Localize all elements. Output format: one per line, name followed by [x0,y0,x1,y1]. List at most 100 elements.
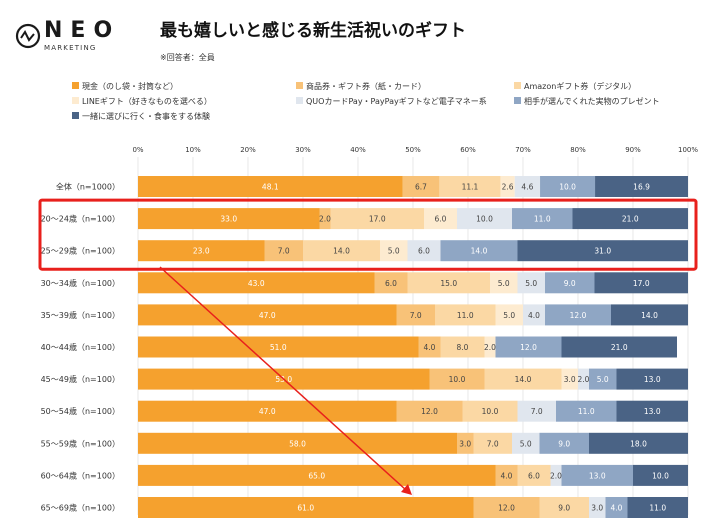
bar-segment [512,208,573,230]
data-label: 65.0 [308,471,325,480]
bar-segment [517,240,688,262]
legend-swatch [296,97,303,104]
data-label: 9.0 [558,504,570,513]
data-label: 10.0 [482,407,499,416]
data-label: 16.9 [633,183,650,192]
bar-segment [440,240,518,262]
bar-segment [545,272,595,294]
bar-segment [514,176,541,197]
data-label: 10.0 [449,375,466,384]
legend-label: 商品券・ギフト券（紙・カード） [306,81,426,91]
data-label: 2.0 [484,343,496,352]
data-label: 8.0 [457,343,469,352]
bar-segment [424,208,457,230]
data-label: 4.0 [528,311,540,320]
bar-segment [462,400,518,422]
data-label: 10.0 [559,183,576,192]
legend-swatch [514,82,521,89]
bar-segment [138,208,320,230]
x-tick-label: 40% [350,146,366,154]
legend-swatch [72,82,79,89]
data-label: 11.0 [457,311,474,320]
legend-swatch [296,82,303,89]
data-label: 47.0 [259,311,276,320]
bar-segment [138,272,375,294]
bar-segment [578,368,589,390]
category-label: 55～59歳（n=100） [41,438,120,448]
data-label: 11.1 [462,183,479,192]
data-label: 5.0 [388,247,400,256]
legend-label: 現金（のし袋・封筒など） [82,81,178,91]
data-label: 7.0 [531,407,543,416]
data-label: 13.0 [644,375,661,384]
bar-segment [561,368,578,390]
bar-segment [495,304,523,326]
bar-segment [484,368,562,390]
logo-wave-icon [20,30,35,42]
bar-segment [407,272,490,294]
data-label: 6.0 [418,247,430,256]
bar-segment [517,464,551,486]
data-label: 5.0 [597,375,609,384]
data-label: 3.0 [564,375,576,384]
data-label: 21.0 [622,215,639,224]
bar-segment [495,464,518,486]
bar-segment [561,464,633,486]
bar-segment [484,336,496,358]
bar-segment [439,176,501,197]
data-label: 58.0 [289,439,306,448]
x-tick-label: 90% [625,146,641,154]
legend-swatch [514,97,521,104]
logo-text: NEO [44,18,121,43]
bar-segment [589,432,688,454]
x-tick-label: 50% [405,146,421,154]
legend-label: Amazonギフト券（デジタル） [524,81,636,91]
data-label: 5.0 [520,439,532,448]
data-label: 21.0 [611,343,628,352]
bar-segment [627,497,688,518]
x-tick-label: 30% [295,146,311,154]
bar-segment [435,304,496,326]
data-label: 2.0 [578,375,590,384]
bar-segment [407,240,441,262]
data-label: 51.0 [270,343,287,352]
data-label: 12.0 [520,343,537,352]
bar-segment [589,368,617,390]
data-label: 12.0 [498,504,515,513]
bar-segment [138,176,403,197]
category-label: 35～39歳（n=100） [41,310,120,320]
bar-segment [616,400,688,422]
data-label: 4.0 [501,471,513,480]
bar-segment [330,208,424,230]
bar-segment [138,464,496,486]
data-label: 2.0 [550,471,562,480]
data-label: 18.0 [630,439,647,448]
x-tick-label: 10% [185,146,201,154]
bar-segment [138,240,265,262]
bar-segment [490,272,518,294]
data-label: 10.0 [476,215,493,224]
legend-label: 相手が選んでくれた実物のプレゼント [524,96,660,106]
bar-segment [138,336,419,358]
logo-subtext: MARKETING [44,44,97,52]
bar-segment [556,400,617,422]
x-tick-label: 100% [678,146,698,154]
bar-segment [374,272,408,294]
bar-segment [561,336,677,358]
bar-segment [473,497,540,518]
trend-arrow-line [159,266,407,491]
data-label: 6.0 [528,471,540,480]
data-label: 23.0 [193,247,210,256]
bar-segment [517,272,545,294]
legend-label: QUOカードPay・PayPayギフトなど電子マネー系 [306,96,487,106]
data-label: 14.0 [515,375,532,384]
data-label: 7.0 [487,439,499,448]
bar-segment [303,240,380,262]
data-label: 7.0 [278,247,290,256]
bar-segment [138,497,474,518]
logo-circle-icon [15,23,41,49]
category-label: 60～64歳（n=100） [41,470,120,480]
category-label: 25～29歳（n=100） [41,246,120,256]
data-label: 31.0 [594,247,611,256]
data-label: 5.0 [525,279,537,288]
